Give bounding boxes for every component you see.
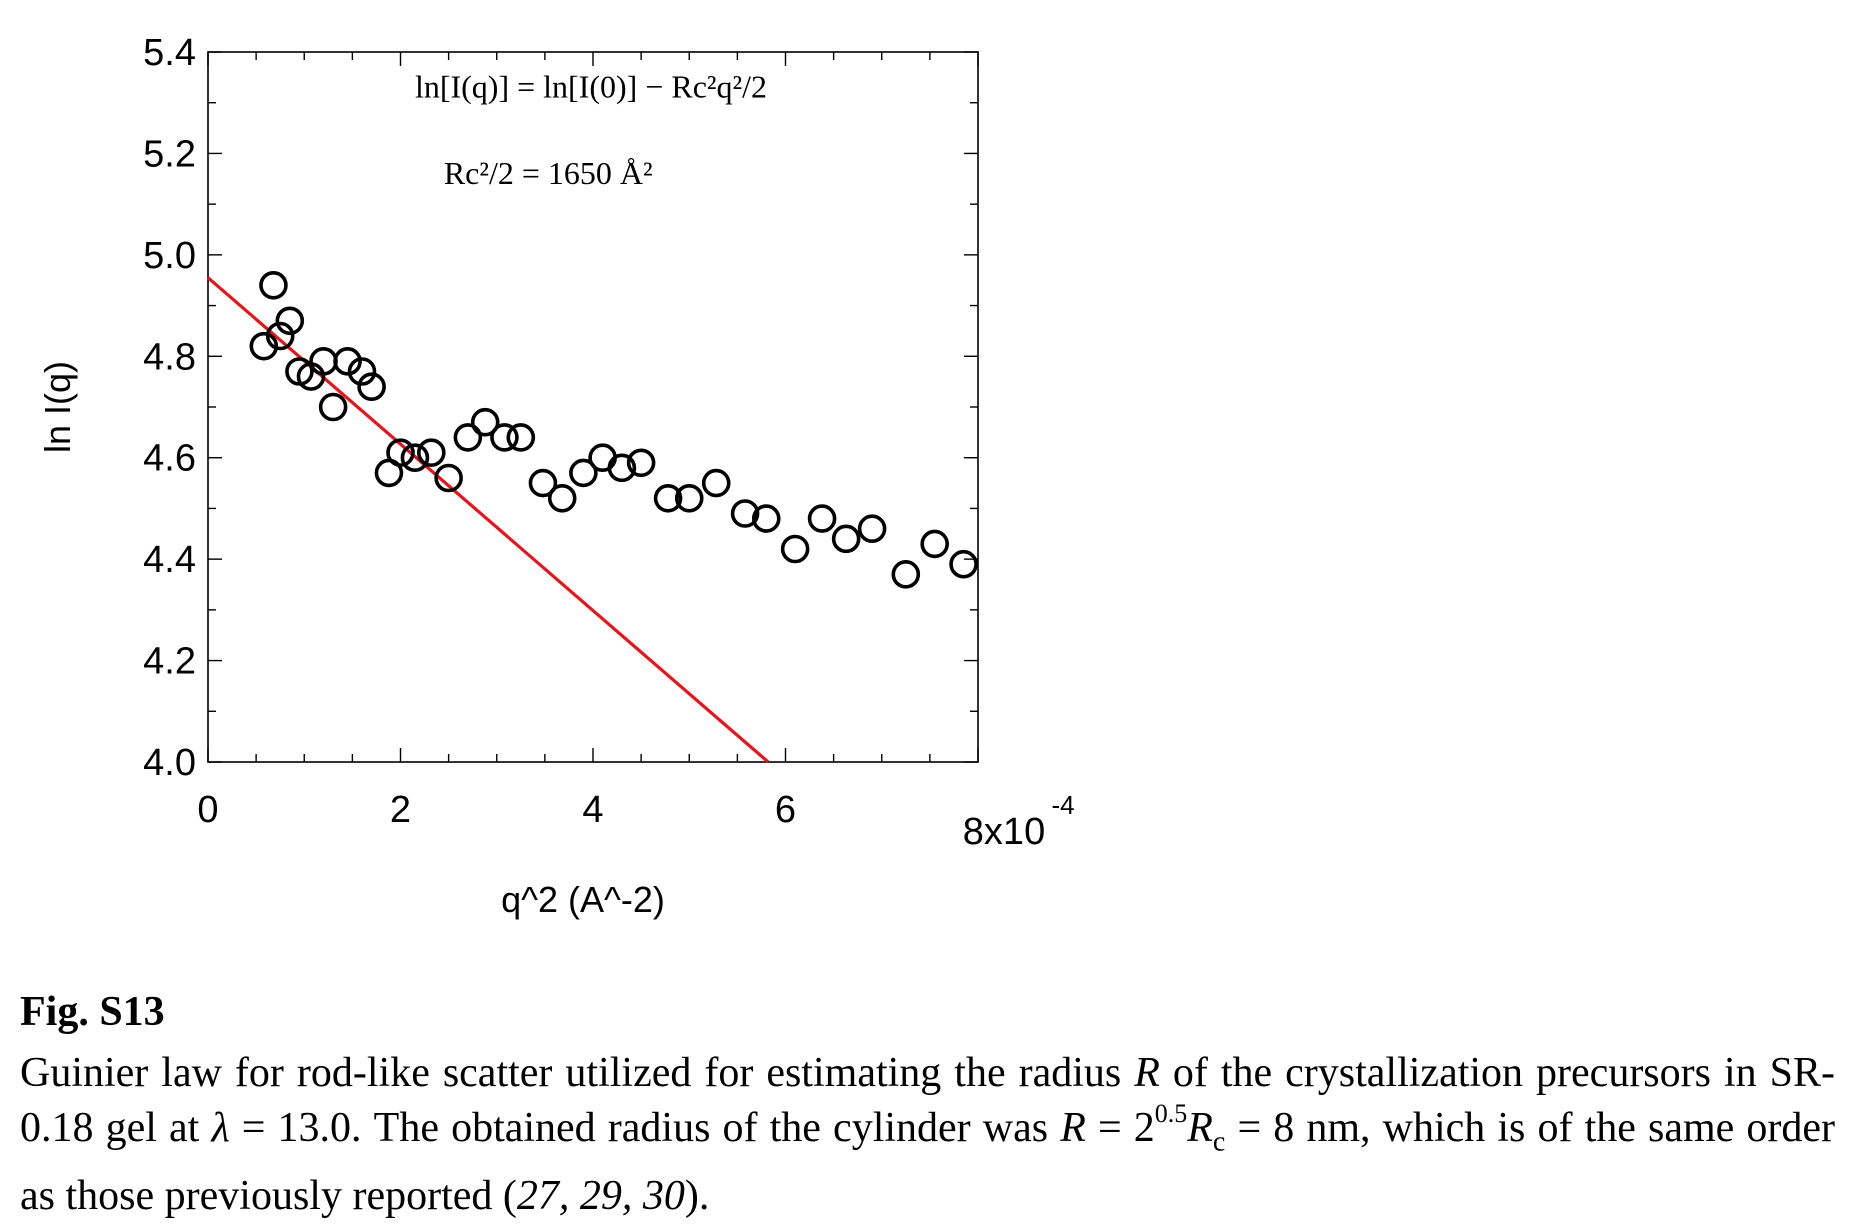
data-point bbox=[453, 423, 483, 452]
data-point bbox=[275, 306, 305, 336]
data-point bbox=[949, 549, 978, 579]
data-point bbox=[547, 483, 577, 513]
caption-symbol-r: R bbox=[1134, 1050, 1160, 1096]
data-point bbox=[400, 443, 430, 473]
caption-text-1: Guinier law for rod-like scatter utilize… bbox=[20, 1050, 1135, 1096]
data-point bbox=[607, 453, 637, 483]
y-axis-label: ln I(q) bbox=[37, 361, 78, 453]
x-tick-exponent: -4 bbox=[1051, 790, 1074, 820]
data-point bbox=[386, 438, 415, 467]
x-tick-label: 0 bbox=[197, 789, 218, 831]
caption-symbol-lambda: λ bbox=[211, 1105, 230, 1151]
ticks-group bbox=[207, 51, 979, 763]
data-point bbox=[265, 321, 295, 351]
caption-references: 27, 29, 30 bbox=[516, 1173, 685, 1220]
x-tick-label: 8x10 bbox=[963, 811, 1045, 853]
data-point bbox=[416, 438, 446, 467]
data-point bbox=[333, 347, 362, 376]
data-point bbox=[569, 458, 598, 488]
x-tick-label: 2 bbox=[390, 789, 411, 831]
data-point bbox=[357, 372, 386, 402]
data-point bbox=[751, 504, 781, 533]
guinier-fit-line bbox=[206, 276, 770, 764]
data-point bbox=[920, 529, 949, 559]
data-point bbox=[891, 560, 921, 589]
figure-caption: Fig. S13 Guinier law for rod-like scatte… bbox=[20, 985, 1835, 1224]
data-point bbox=[528, 468, 558, 498]
data-point bbox=[730, 499, 760, 528]
data-points-group bbox=[249, 270, 978, 589]
equation-line-1: ln[I(q)] = ln[I(0)] − Rc²q²/2 bbox=[415, 69, 767, 105]
data-point bbox=[318, 392, 348, 422]
y-tick-label: 4.8 bbox=[143, 336, 196, 378]
equation-line-2: Rc²/2 = 1650 Å² bbox=[444, 155, 653, 191]
y-tick-label: 4.2 bbox=[143, 641, 196, 683]
data-point bbox=[831, 524, 861, 554]
x-tick-label: 4 bbox=[582, 789, 603, 831]
y-tick-label: 4.4 bbox=[143, 539, 196, 581]
data-point bbox=[490, 423, 519, 452]
guinier-chart: 4.0 4.2 4.4 4.6 4.8 5.0 5.2 5.4 0 2 4 6 8x10-4 ln I(q… bbox=[37, 32, 1075, 920]
data-point bbox=[470, 407, 500, 437]
caption-exponent: 0.5 bbox=[1154, 1099, 1188, 1128]
caption-text-2: of the crystallization precursors in SR-… bbox=[20, 1050, 1835, 1151]
x-axis-label: q^2 (A^-2) bbox=[501, 879, 665, 920]
y-tick-label: 4.6 bbox=[143, 438, 196, 480]
data-point bbox=[674, 483, 704, 513]
y-tick-label: 4.0 bbox=[143, 742, 196, 784]
y-tick-label: 5.0 bbox=[143, 235, 196, 277]
caption-symbol-rc: R bbox=[1187, 1105, 1213, 1151]
data-point bbox=[653, 483, 683, 513]
caption-text-5: = 8 nm, which is of the same order as th… bbox=[20, 1105, 1836, 1220]
caption-text-4: = 2 bbox=[1085, 1105, 1155, 1151]
data-point bbox=[701, 468, 731, 498]
caption-text-3: = 13.0. The obtained radius of the cylin… bbox=[229, 1105, 1061, 1151]
caption-text-6: ). bbox=[684, 1173, 710, 1220]
data-point bbox=[434, 463, 463, 493]
y-tick-label: 5.4 bbox=[143, 32, 196, 74]
data-point bbox=[506, 423, 536, 452]
x-tick-label: 6 bbox=[775, 789, 796, 831]
caption-subscript-c: c bbox=[1212, 1126, 1226, 1158]
data-point bbox=[259, 270, 288, 300]
data-point bbox=[626, 448, 656, 478]
data-point bbox=[780, 534, 810, 564]
caption-title: Fig. S13 bbox=[20, 989, 165, 1035]
caption-body: Guinier law for rod-like scatter utilize… bbox=[20, 1046, 1835, 1224]
data-point bbox=[347, 357, 377, 386]
caption-symbol-r2: R bbox=[1060, 1105, 1086, 1151]
labels-group: 4.0 4.2 4.4 4.6 4.8 5.0 5.2 5.4 0 2 4 6 8x10-4 ln I(q… bbox=[37, 32, 1075, 920]
data-point bbox=[857, 514, 887, 544]
fit-line-group bbox=[206, 276, 770, 764]
data-point bbox=[588, 443, 617, 473]
y-tick-label: 5.2 bbox=[143, 133, 196, 175]
data-point bbox=[807, 504, 837, 533]
